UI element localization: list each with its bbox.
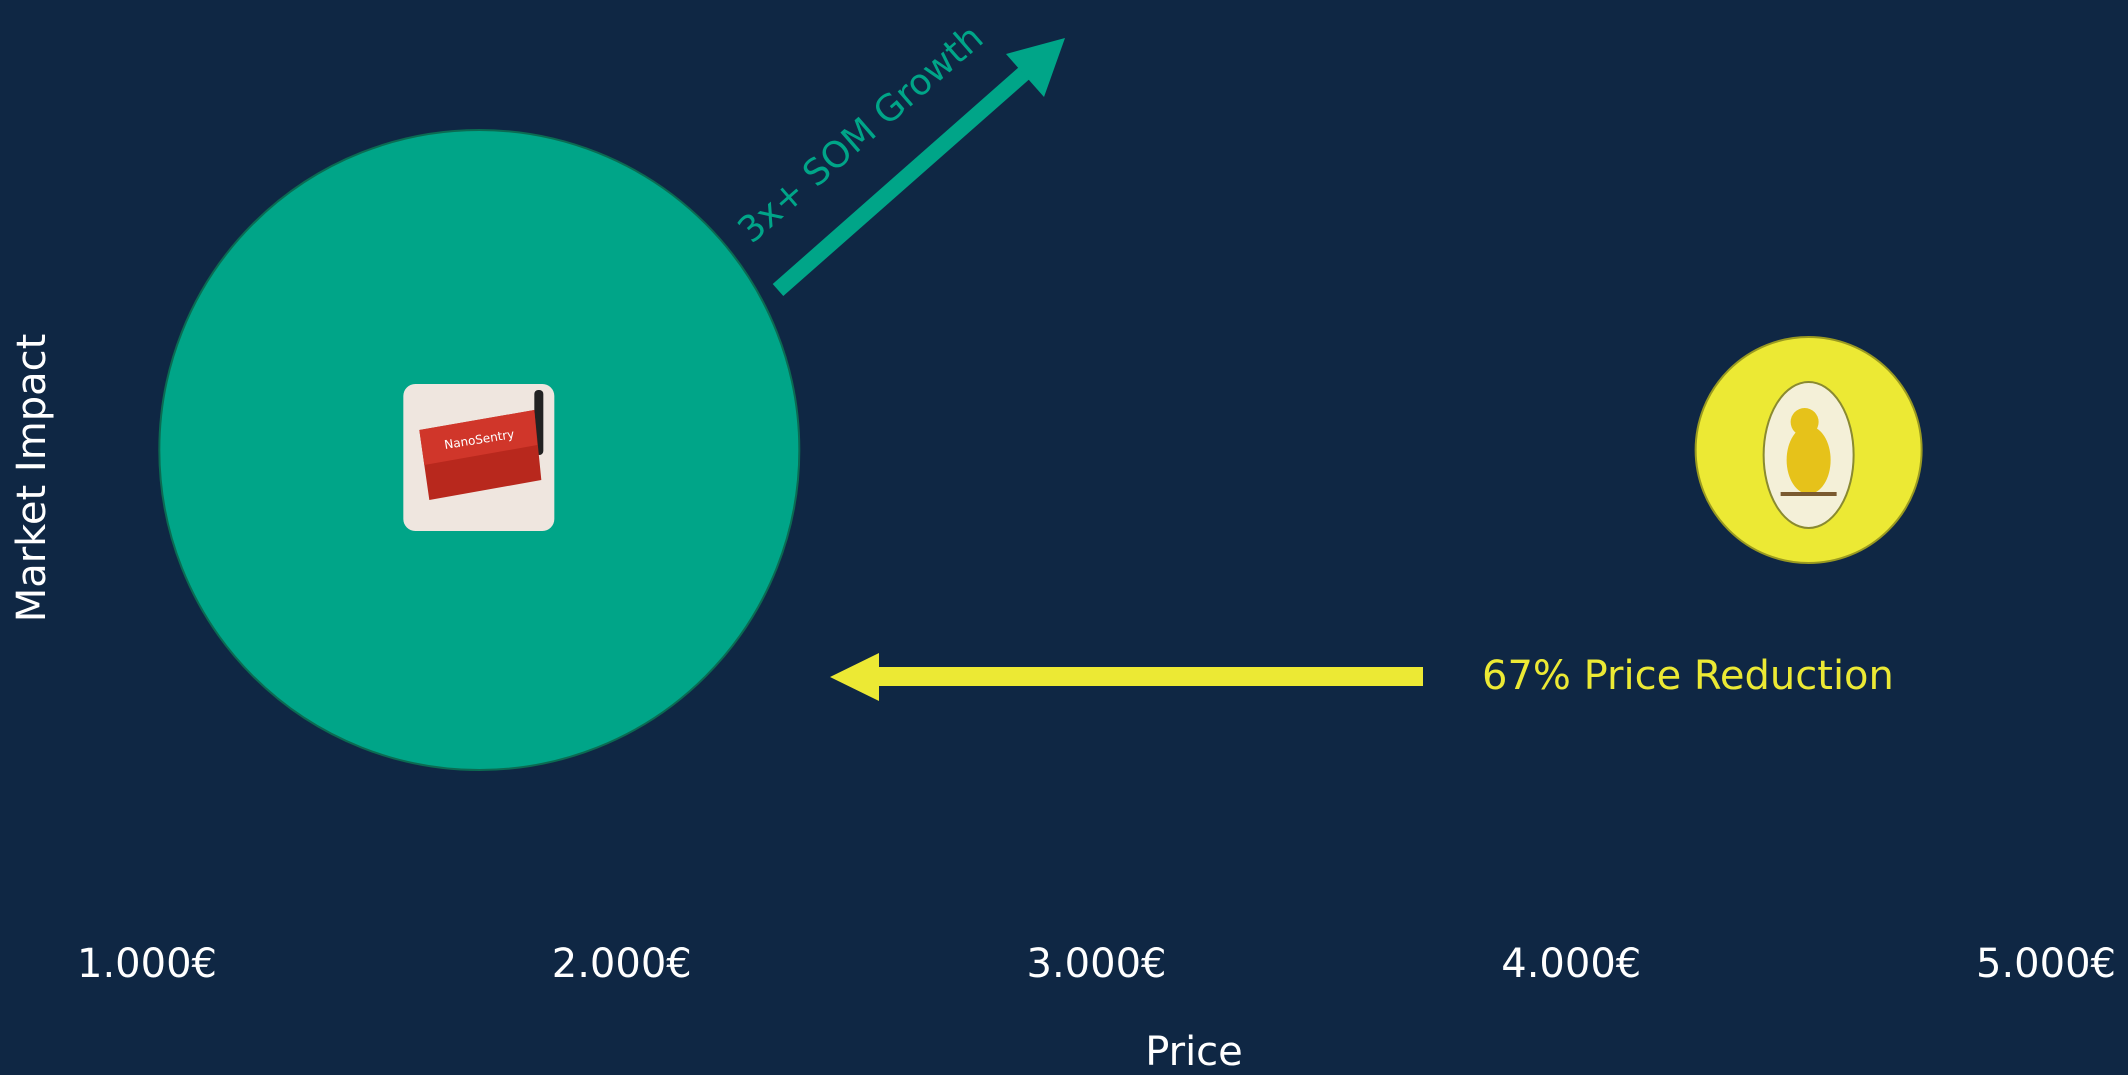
chart: Market Impact Price 3x+ SOM Growth 67% P…: [0, 0, 2128, 1075]
x-tick-label: 3.000€: [1027, 941, 1167, 987]
canary-head: [1791, 408, 1819, 436]
canary-body: [1787, 426, 1831, 494]
x-tick-label: 1.000€: [77, 941, 217, 987]
product-image: NanoSentry: [403, 384, 554, 531]
x-tick-label: 5.000€: [1976, 941, 2116, 987]
x-tick-label: 4.000€: [1501, 941, 1641, 987]
reduction-arrow: [875, 667, 1423, 686]
x-tick-label: 2.000€: [552, 941, 692, 987]
canary-image: [1764, 382, 1854, 528]
y-axis-label: Market Impact: [9, 334, 55, 623]
reduction-annotation: 67% Price Reduction: [1482, 653, 1894, 699]
x-axis-label: Price: [1145, 1029, 1243, 1075]
